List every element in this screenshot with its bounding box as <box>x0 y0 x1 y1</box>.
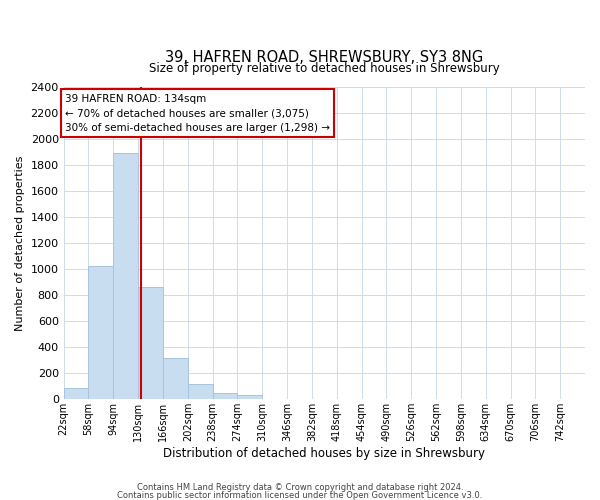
Bar <box>163 358 188 400</box>
Title: 39, HAFREN ROAD, SHREWSBURY, SY3 8NG: 39, HAFREN ROAD, SHREWSBURY, SY3 8NG <box>165 50 484 65</box>
Bar <box>188 384 212 400</box>
Bar <box>64 388 88 400</box>
Bar <box>138 288 163 400</box>
X-axis label: Distribution of detached houses by size in Shrewsbury: Distribution of detached houses by size … <box>163 447 485 460</box>
Bar <box>212 393 238 400</box>
Text: Contains public sector information licensed under the Open Government Licence v3: Contains public sector information licen… <box>118 491 482 500</box>
Text: Contains HM Land Registry data © Crown copyright and database right 2024.: Contains HM Land Registry data © Crown c… <box>137 484 463 492</box>
Y-axis label: Number of detached properties: Number of detached properties <box>15 156 25 331</box>
Bar <box>88 266 113 400</box>
Text: Size of property relative to detached houses in Shrewsbury: Size of property relative to detached ho… <box>149 62 500 74</box>
Bar <box>113 154 138 400</box>
Bar <box>238 396 262 400</box>
Text: 39 HAFREN ROAD: 134sqm
← 70% of detached houses are smaller (3,075)
30% of semi-: 39 HAFREN ROAD: 134sqm ← 70% of detached… <box>65 94 330 133</box>
